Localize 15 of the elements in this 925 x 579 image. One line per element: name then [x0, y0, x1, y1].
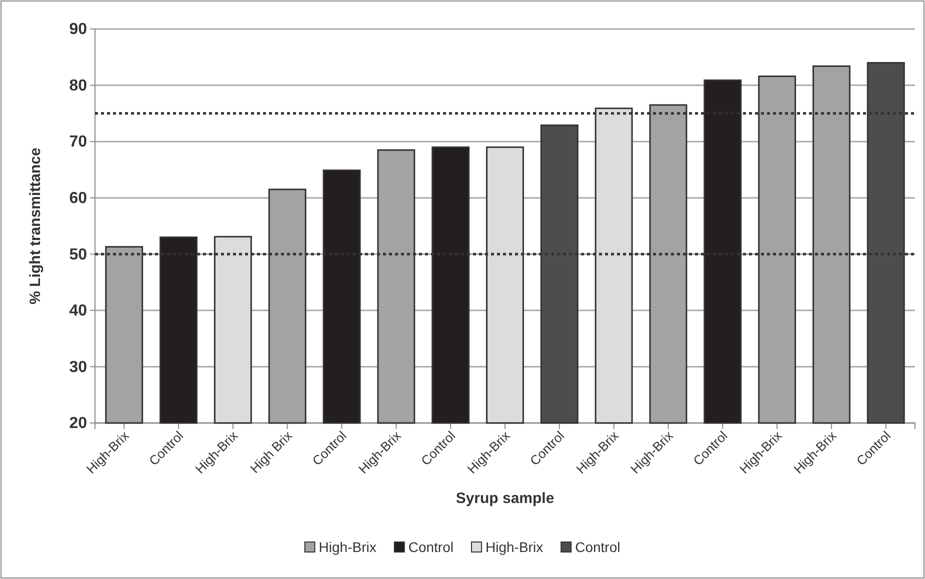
legend-label: Control — [575, 539, 620, 555]
legend-label: High-Brix — [486, 539, 544, 555]
y-tick-label: 40 — [69, 302, 88, 320]
y-tick-label: 30 — [69, 358, 88, 376]
y-tick-label: 20 — [69, 415, 88, 432]
legend-label: Control — [408, 539, 454, 555]
y-tick-label: 60 — [69, 190, 88, 207]
y-tick-label: 70 — [69, 134, 88, 151]
x-tick-label: High Brix — [247, 428, 296, 476]
x-axis-title: Syrup sample — [456, 490, 554, 507]
y-tick-label: 90 — [69, 21, 88, 38]
y-tick-label: 50 — [69, 246, 88, 264]
y-axis-title: % Light transmittance — [27, 148, 44, 304]
y-tick-label: 80 — [69, 77, 88, 94]
legend-label: High-Brix — [318, 539, 376, 555]
